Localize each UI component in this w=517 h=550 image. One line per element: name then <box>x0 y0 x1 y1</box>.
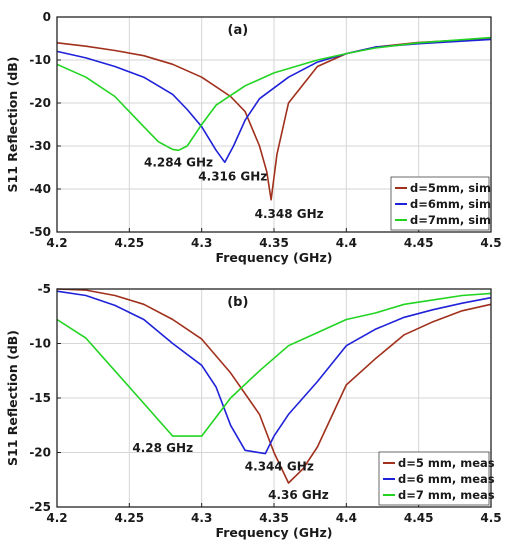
peak-annotation: 4.284 GHz <box>144 155 213 169</box>
legend-label: d=5 mm, meas <box>398 456 495 470</box>
x-tick-label: 4.25 <box>115 236 145 250</box>
x-tick-label: 4.35 <box>259 511 289 525</box>
y-tick-label: -25 <box>29 500 51 514</box>
series-line-2 <box>56 290 492 455</box>
x-axis-label: Frequency (GHz) <box>216 525 333 540</box>
x-tick-label: 4.2 <box>46 511 67 525</box>
x-tick-label: 4.5 <box>480 236 501 250</box>
y-tick-label: -5 <box>38 282 51 296</box>
peak-annotation: 4.28 GHz <box>132 441 193 455</box>
x-tick-label: 4.3 <box>191 236 212 250</box>
series-line-1 <box>56 288 492 484</box>
y-axis-label: S11 Reflection (dB) <box>5 56 20 192</box>
legend-label: d=6 mm, meas <box>398 472 495 486</box>
x-tick-label: 4.5 <box>480 511 501 525</box>
peak-annotation: 4.348 GHz <box>255 207 324 221</box>
x-axis-label: Frequency (GHz) <box>216 250 333 265</box>
x-tick-label: 4.4 <box>336 236 357 250</box>
x-tick-label: 4.25 <box>115 511 145 525</box>
y-tick-label: -50 <box>29 225 51 239</box>
legend-label: d=6mm, sim <box>410 197 491 211</box>
y-tick-label: -40 <box>29 182 51 196</box>
y-tick-label: -15 <box>29 391 51 405</box>
legend-box <box>390 176 490 231</box>
x-tick-label: 4.4 <box>336 511 357 525</box>
y-tick-label: -10 <box>29 337 51 351</box>
x-tick-label: 4.3 <box>191 511 212 525</box>
peak-annotation: 4.344 GHz <box>245 460 314 474</box>
x-tick-label: 4.45 <box>404 236 434 250</box>
peak-annotation: 4.316 GHz <box>198 169 267 183</box>
series-line-3 <box>56 292 492 437</box>
y-axis-label: S11 Reflection (dB) <box>5 330 20 466</box>
x-tick-label: 4.2 <box>46 236 67 250</box>
y-tick-label: -10 <box>29 53 51 67</box>
x-tick-label: 4.45 <box>404 511 434 525</box>
series-line-3 <box>56 36 492 152</box>
peak-annotation: 4.36 GHz <box>268 488 329 502</box>
legend-label: d=7 mm, meas <box>398 488 495 502</box>
y-tick-label: -20 <box>29 96 51 110</box>
legend-box <box>378 451 490 506</box>
y-tick-label: -20 <box>29 446 51 460</box>
panel-label: (a) <box>228 23 249 38</box>
legend-label: d=5mm, sim <box>410 181 491 195</box>
y-tick-label: -30 <box>29 139 51 153</box>
x-tick-label: 4.35 <box>259 236 289 250</box>
panel-label: (b) <box>227 295 248 310</box>
y-tick-label: 0 <box>43 10 51 24</box>
legend-label: d=7mm, sim <box>410 213 491 227</box>
